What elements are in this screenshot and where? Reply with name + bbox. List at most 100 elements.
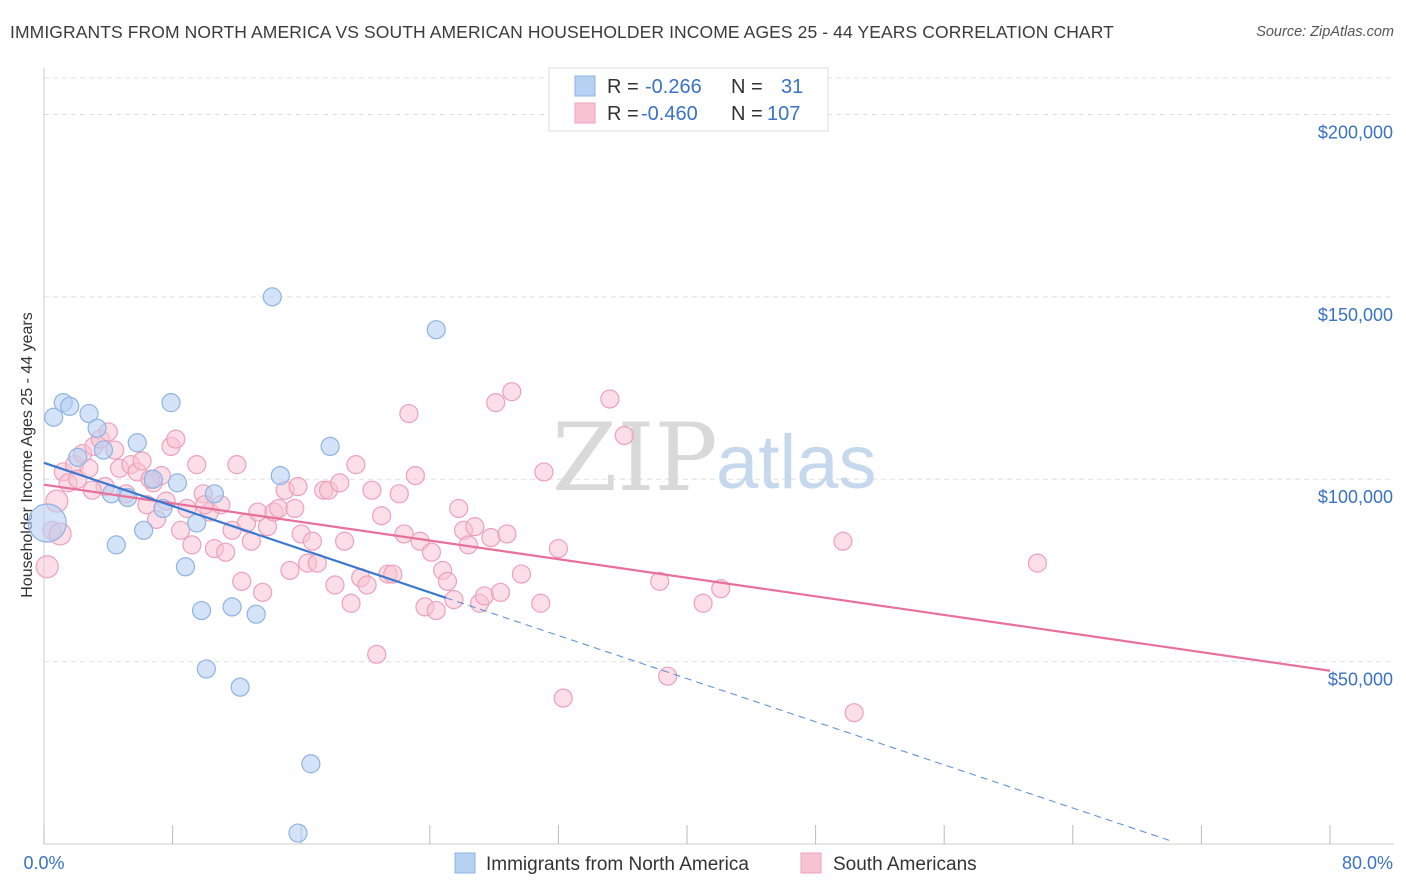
point-north-america <box>93 440 114 460</box>
point-north-america <box>196 659 216 679</box>
legend-r-label-1: R = <box>607 76 639 98</box>
series-immigrants-north-america <box>27 287 446 843</box>
point-south-americans <box>362 480 382 500</box>
y-tick-labels: $50,000 $100,000 $150,000 $200,000 <box>1318 122 1393 689</box>
point-south-americans <box>437 571 458 591</box>
point-south-americans <box>187 455 207 475</box>
point-south-americans <box>325 575 345 595</box>
point-south-americans <box>421 542 442 562</box>
point-south-americans <box>182 535 202 555</box>
legend-r-label-2: R = <box>607 103 639 125</box>
point-north-america <box>161 393 181 413</box>
bottom-legend-label-blue: Immigrants from North America <box>486 854 749 875</box>
bottom-legend-label-pink: South Americans <box>833 854 977 875</box>
point-north-america <box>270 465 290 486</box>
point-north-america <box>68 447 88 467</box>
watermark-atlas: atlas <box>716 420 877 505</box>
point-south-americans <box>426 600 446 621</box>
point-north-america <box>426 320 446 340</box>
chart-title: IMMIGRANTS FROM NORTH AMERICA VS SOUTH A… <box>10 22 1114 42</box>
point-south-americans <box>253 582 273 602</box>
point-south-americans <box>171 520 191 540</box>
point-south-americans <box>341 593 361 613</box>
point-north-america <box>27 503 67 543</box>
series-legend: Immigrants from North America South Amer… <box>454 852 977 875</box>
point-south-americans <box>216 542 236 562</box>
point-south-americans <box>650 571 670 591</box>
point-north-america <box>230 677 250 697</box>
point-north-america <box>44 407 64 427</box>
point-south-americans <box>132 451 152 471</box>
point-north-america <box>79 403 99 424</box>
point-south-americans <box>346 455 366 475</box>
bottom-legend-swatch-pink <box>800 852 822 874</box>
point-south-americans <box>486 393 506 413</box>
point-south-americans <box>693 593 713 613</box>
point-north-america <box>288 823 308 843</box>
point-south-americans <box>481 527 501 548</box>
legend-swatch-blue <box>574 75 596 97</box>
point-south-americans <box>302 531 323 551</box>
point-south-americans <box>553 688 573 708</box>
point-south-americans <box>490 582 511 602</box>
point-north-america <box>204 484 224 504</box>
legend-swatch-pink <box>574 102 596 124</box>
point-south-americans <box>614 425 634 446</box>
point-south-americans <box>444 590 464 610</box>
point-south-americans <box>389 484 409 504</box>
point-south-americans <box>534 462 554 482</box>
point-south-americans <box>227 455 247 475</box>
point-north-america <box>167 473 188 493</box>
y-tick-label: $200,000 <box>1318 122 1393 142</box>
point-south-americans <box>833 531 853 551</box>
point-south-americans <box>166 429 186 449</box>
point-south-americans <box>449 498 469 519</box>
legend-n-label-1: N = <box>731 76 763 98</box>
point-south-americans <box>394 524 414 544</box>
point-south-americans <box>335 531 355 551</box>
point-south-americans <box>497 524 517 544</box>
point-south-americans <box>548 538 569 559</box>
x-tick-label-min: 0.0% <box>23 853 64 873</box>
point-north-america <box>262 287 282 307</box>
point-south-americans <box>269 498 289 519</box>
point-south-americans <box>600 389 620 409</box>
point-north-america <box>60 396 80 416</box>
point-south-americans <box>285 498 305 519</box>
point-south-americans <box>357 575 377 595</box>
legend-n-value-1: 31 <box>781 76 803 98</box>
point-south-americans <box>399 403 419 424</box>
point-north-america <box>191 600 212 621</box>
point-south-americans <box>35 555 59 579</box>
legend-n-label-2: N = <box>731 103 763 125</box>
legend-n-value-2: 107 <box>767 103 800 125</box>
legend-r-value-1: -0.266 <box>645 76 702 98</box>
point-south-americans <box>280 560 300 581</box>
point-south-americans <box>502 382 522 402</box>
point-north-america <box>143 469 163 489</box>
point-south-americans <box>844 703 864 723</box>
trend-line-south-americans <box>43 483 1331 672</box>
point-south-americans <box>474 586 495 606</box>
trend-line-north-america <box>43 461 447 599</box>
trend-line-north-america-extension <box>445 597 1170 841</box>
y-tick-label: $100,000 <box>1318 487 1393 507</box>
point-south-americans <box>511 564 532 584</box>
point-south-americans <box>288 476 308 497</box>
point-south-americans <box>405 465 425 486</box>
point-north-america <box>246 604 266 624</box>
point-south-americans <box>371 506 392 526</box>
point-south-americans <box>1027 553 1048 573</box>
point-north-america <box>222 597 242 617</box>
y-tick-label: $50,000 <box>1328 670 1393 690</box>
bottom-legend-swatch-blue <box>454 852 476 874</box>
y-tick-label: $150,000 <box>1318 305 1393 325</box>
point-south-americans <box>367 644 387 664</box>
chart-source: Source: ZipAtlas.com <box>1256 24 1394 40</box>
series-south-americans <box>35 382 1048 723</box>
point-north-america <box>175 557 196 577</box>
point-north-america <box>87 418 107 438</box>
point-south-americans <box>232 571 252 591</box>
point-north-america <box>134 520 154 540</box>
